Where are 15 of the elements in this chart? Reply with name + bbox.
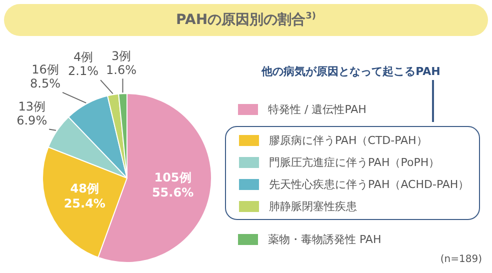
data-label: 13例 6.9%	[16, 99, 48, 128]
data-label: 105例 55.6%	[152, 170, 194, 200]
data-label: 4例 2.1%	[68, 50, 99, 78]
legend-label: 肺静脈閉塞性疾患	[269, 198, 357, 214]
legend-label: 膠原病に伴うPAH（CTD-PAH）	[269, 132, 428, 148]
legend-label: 特発性 / 遺伝性PAH	[268, 102, 366, 116]
data-label: 3例 1.6%	[106, 48, 137, 77]
text: (n=189)	[440, 254, 482, 265]
text: 他の病気が原因となって起こるPAH	[260, 64, 442, 79]
data-label: 16例 8.5%	[30, 62, 61, 91]
chart-title: PAHの原因別の割合$^{3)}$	[4, 4, 488, 36]
legend-label: 先天性心疾患に伴うPAH（ACHD-PAH）	[269, 176, 470, 192]
legend-label: 門脈圧亢進症に伴うPAH（PoPH）	[269, 154, 440, 170]
data-label: 48例 25.4%	[64, 182, 106, 211]
legend-label: 薬物・毒物誘発性 PAH	[268, 232, 382, 246]
